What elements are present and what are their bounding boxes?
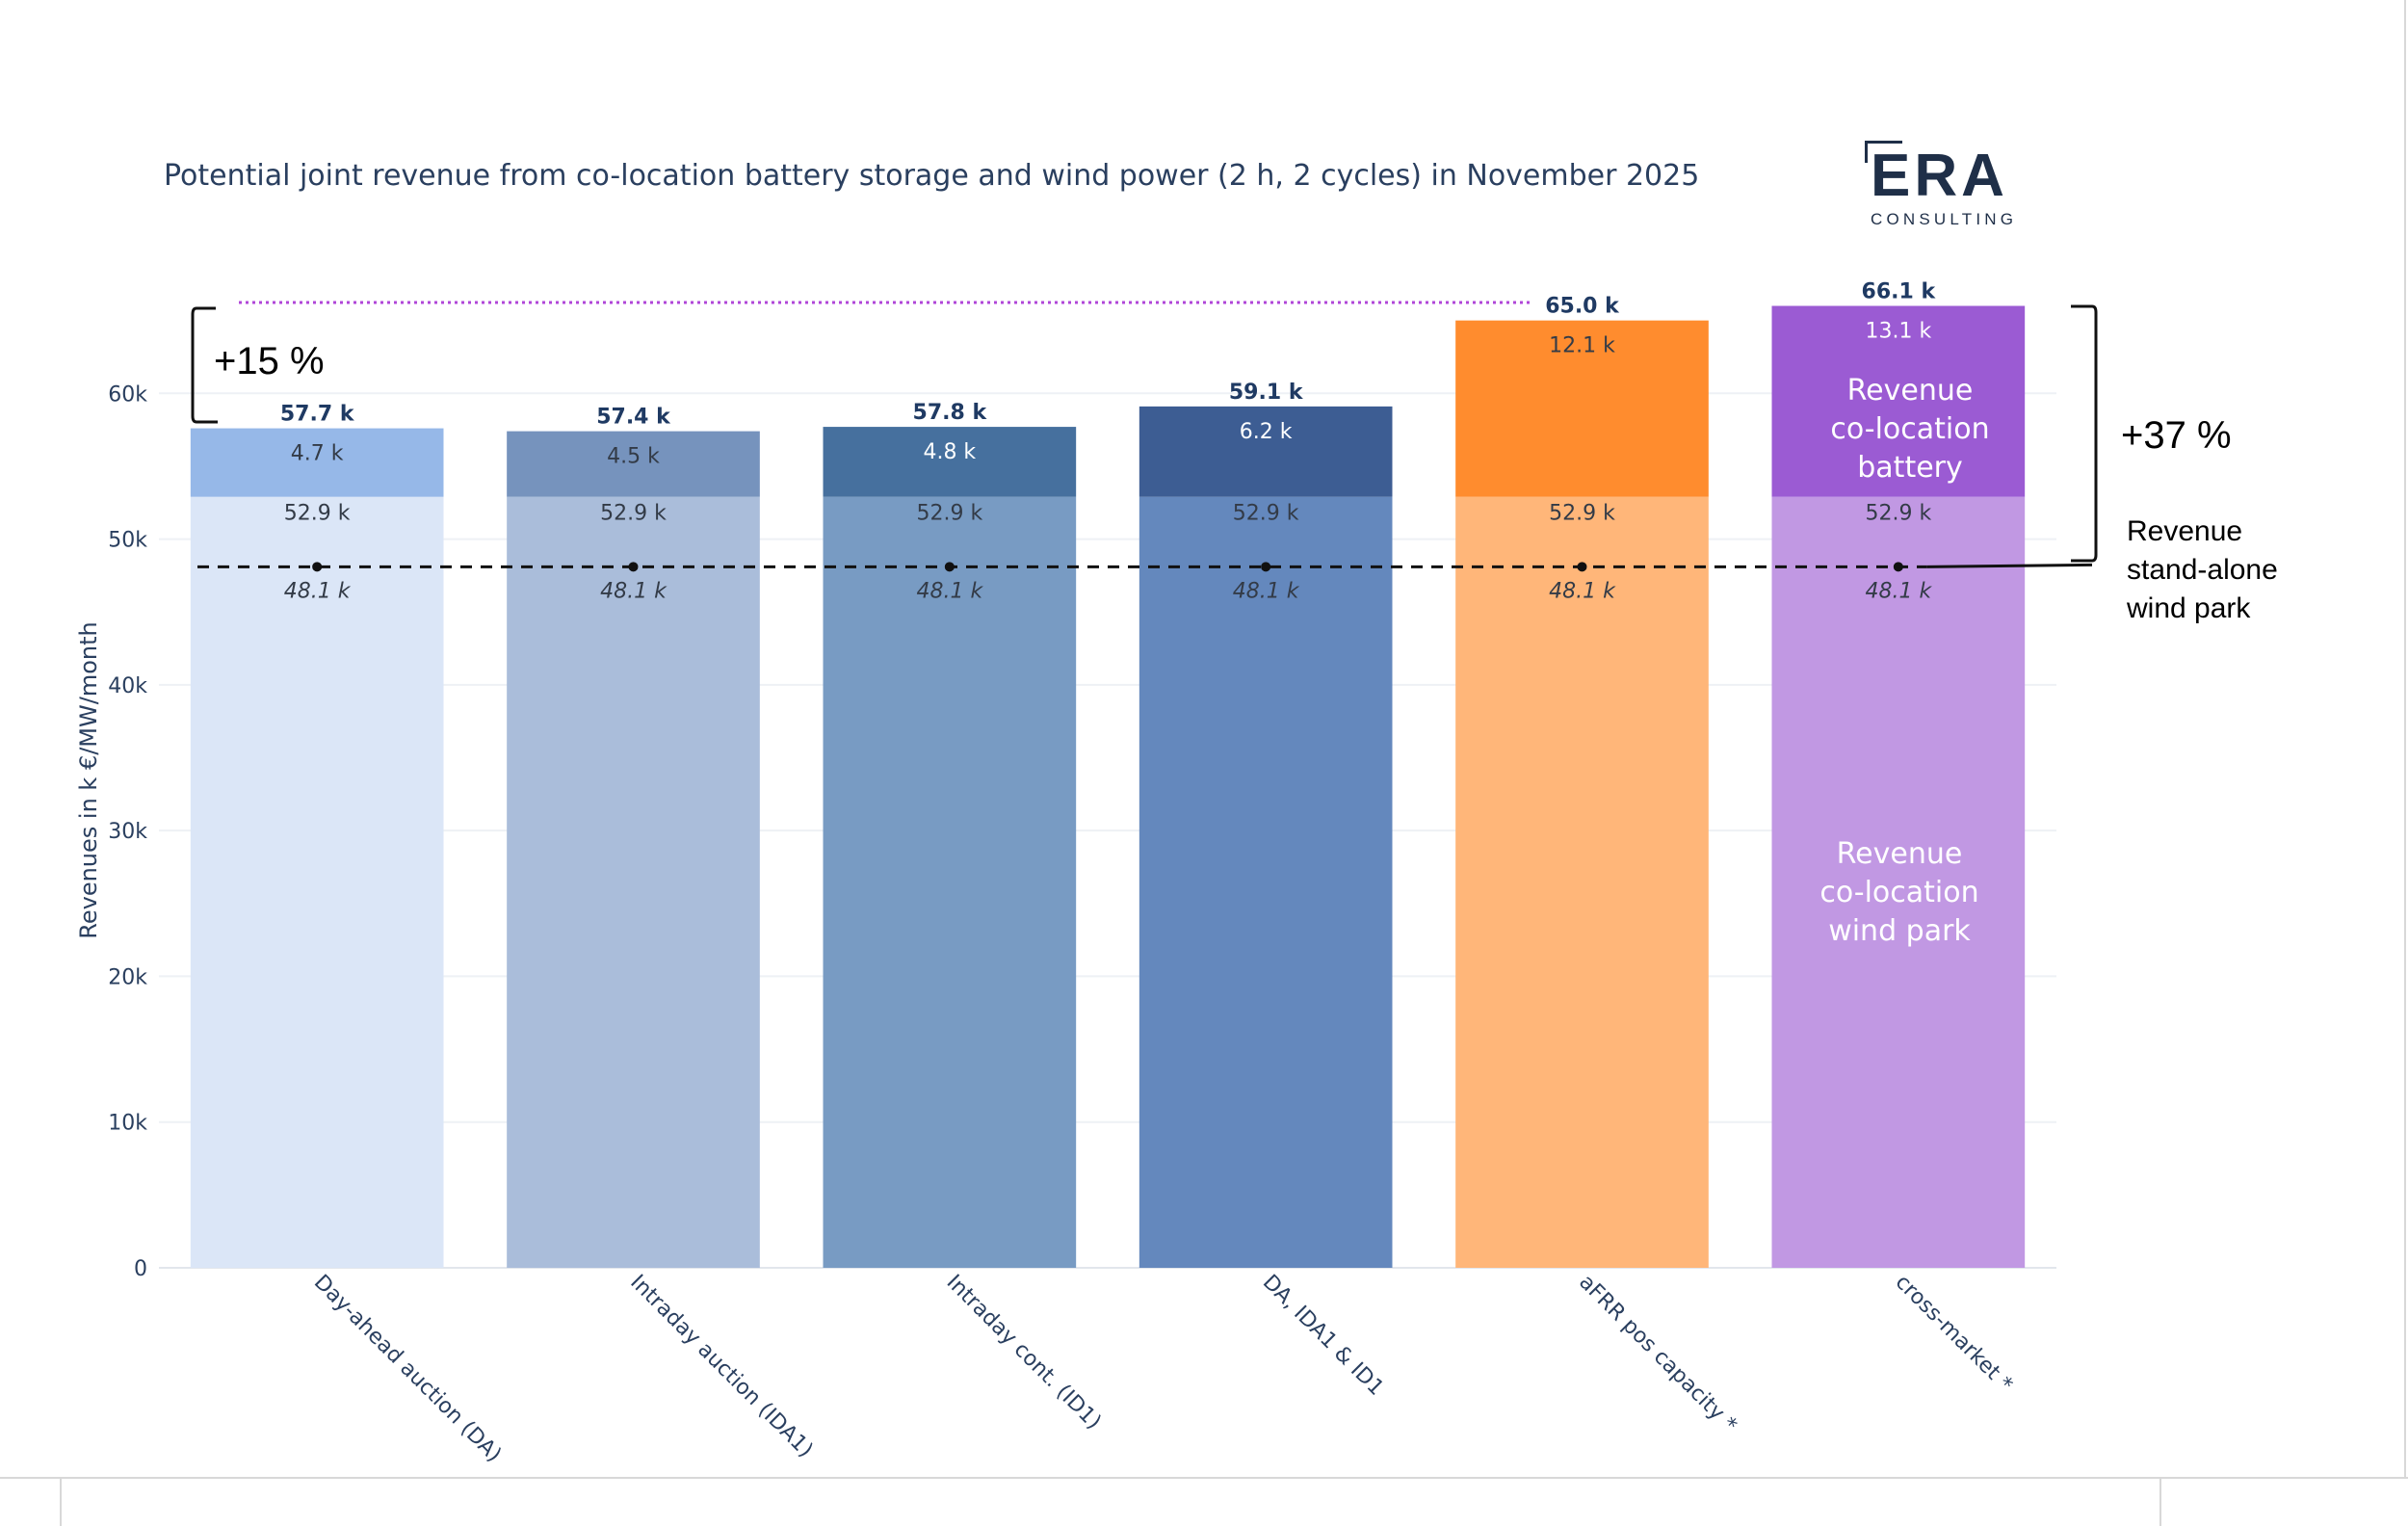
y-tick-label: 60k (108, 382, 147, 407)
right-bracket (2071, 304, 2098, 563)
reference-value-label: 48.1 k (284, 579, 352, 603)
frame-right-edge (2404, 0, 2406, 1479)
bar-segment-battery (1455, 320, 1709, 497)
frame-bottom-line (0, 1477, 2408, 1479)
standalone-wind-label-line: wind park (2126, 592, 2251, 624)
battery-value-label: 6.2 k (1240, 420, 1293, 444)
left-bracket-label: +15 % (214, 340, 325, 382)
wind-value-label: 52.9 k (1233, 502, 1299, 526)
battery-series-label-line: Revenue (1847, 374, 1974, 408)
bar-segment-battery (1771, 305, 2026, 497)
total-value-label: 57.4 k (596, 406, 671, 430)
x-tick-label: cross-market * (1891, 1271, 2018, 1398)
total-value-label: 57.7 k (280, 403, 355, 427)
standalone-wind-label-line: Revenue (2127, 515, 2242, 547)
reference-value-label: 48.1 k (1233, 579, 1300, 603)
x-tick-label: DA, IDA1 & ID1 (1258, 1271, 1388, 1401)
logo-wordmark: ERA (1865, 141, 2025, 209)
bar-segment-wind (190, 496, 444, 1268)
reference-value-label: 48.1 k (1549, 579, 1616, 603)
bar-segment-wind (1771, 496, 2026, 1268)
y-tick-labels: 0 10k 20k 30k 40k 50k 60k (108, 382, 147, 1281)
x-tick-label: Intraday cont. (ID1) (942, 1271, 1106, 1434)
battery-series-label-line: co-location (1830, 412, 1989, 446)
bar-segment-battery (823, 427, 1077, 497)
battery-value-label: 13.1 k (1865, 320, 1931, 344)
battery-value-label: 4.5 k (607, 445, 660, 469)
total-value-label: 59.1 k (1229, 381, 1304, 405)
logo-e-accent (1865, 141, 1902, 163)
wind-value-label: 52.9 k (1549, 502, 1615, 526)
bar-segment-wind (1455, 496, 1709, 1268)
reference-value-label: 48.1 k (1865, 579, 1932, 603)
reference-value-label: 48.1 k (600, 579, 667, 603)
y-axis-label: Revenues in k €/MW/month (75, 621, 102, 938)
x-tick-label: Intraday auction (IDA1) (625, 1271, 817, 1462)
total-value-label: 57.8 k (913, 401, 988, 425)
logo-main-text: ERA (1871, 143, 2008, 209)
wind-value-label: 52.9 k (916, 502, 982, 526)
wind-value-label: 52.9 k (284, 502, 351, 526)
x-tick-labels: Day-ahead auction (DA) Intraday auction (… (309, 1271, 2017, 1467)
y-tick-label: 30k (108, 820, 147, 844)
windpark-series-label-line: co-location (1819, 876, 1978, 909)
reference-line-connector (1926, 563, 2093, 568)
right-bracket-label: +37 % (2121, 414, 2232, 457)
logo-subtitle: CONSULTING (1871, 210, 2018, 228)
y-tick-label: 50k (108, 529, 147, 553)
y-tick-label: 10k (108, 1112, 147, 1136)
y-tick-label: 0 (134, 1257, 147, 1281)
reference-point (1261, 562, 1271, 572)
frame-right-line (2159, 1479, 2161, 1526)
wind-value-label: 52.9 k (600, 502, 667, 526)
bar-segment-battery (190, 428, 444, 497)
standalone-wind-label-line: stand-alone (2127, 554, 2278, 586)
windpark-series-label-line: Revenue (1837, 837, 1963, 871)
total-value-label: 65.0 k (1545, 295, 1620, 319)
battery-series-label-line: battery (1857, 451, 1963, 485)
bars (190, 305, 2026, 1268)
bar-segment-wind (507, 496, 760, 1268)
bar-segment-wind (823, 496, 1077, 1268)
chart-title: Potential joint revenue from co-location… (164, 159, 1699, 193)
annotations: +15 % +37 % Revenue stand-alone wind park Rev… (191, 301, 2278, 948)
left-bracket (191, 306, 218, 424)
battery-value-label: 12.1 k (1549, 334, 1615, 358)
bar-segment-battery (1139, 406, 1393, 497)
frame-left-line (60, 1479, 62, 1526)
total-value-label: 66.1 k (1862, 280, 1937, 304)
battery-value-label: 4.8 k (923, 440, 976, 464)
era-consulting-logo: ERA CONSULTING (1865, 141, 2025, 229)
bar-segment-wind (1139, 496, 1393, 1268)
x-tick-label: aFRR pos capacity * (1574, 1271, 1741, 1438)
bar-segment-battery (507, 431, 760, 497)
reference-value-label: 48.1 k (916, 579, 983, 603)
reference-point (312, 562, 323, 572)
x-tick-label: Day-ahead auction (DA) (309, 1271, 506, 1467)
windpark-series-label-line: wind park (1828, 914, 1971, 948)
y-tick-label: 40k (108, 674, 147, 698)
y-tick-label: 20k (108, 965, 147, 989)
grid-lines (159, 392, 2056, 1269)
wind-value-label: 52.9 k (1865, 502, 1931, 526)
data-labels: 4.7 k 52.9 k 57.7 k 48.1 k 4.5 k 52.9 k 57.4 k… (280, 280, 1937, 604)
battery-value-label: 4.7 k (291, 442, 344, 466)
